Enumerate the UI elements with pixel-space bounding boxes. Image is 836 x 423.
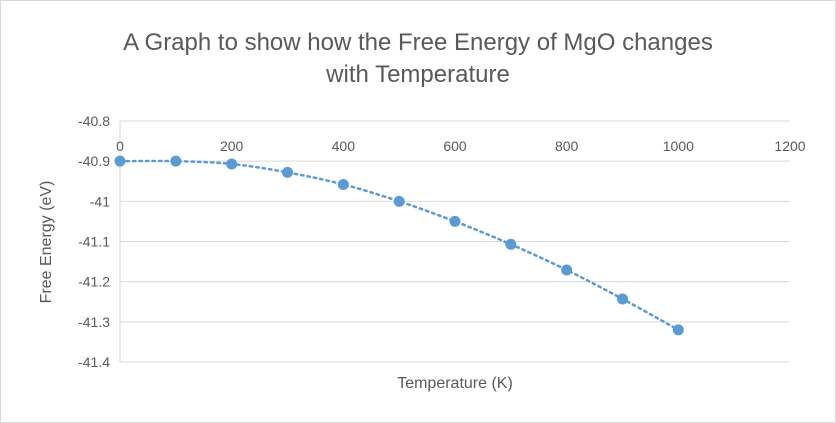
data-point: [449, 215, 461, 227]
y-tick-label: -41.3: [78, 314, 110, 330]
x-tick-label: 600: [443, 138, 467, 154]
data-point: [226, 158, 238, 170]
y-tick-label: -41.2: [78, 274, 110, 290]
y-tick-label: -40.8: [78, 113, 110, 129]
chart-title: A Graph to show how the Free Energy of M…: [0, 27, 836, 91]
data-point: [561, 264, 573, 276]
data-point: [170, 155, 182, 167]
x-tick-label: 1000: [663, 138, 694, 154]
data-point: [337, 178, 349, 190]
data-point: [672, 324, 684, 336]
data-point: [114, 155, 126, 167]
y-tick-label: -41.1: [78, 234, 110, 250]
x-tick-label: 200: [220, 138, 244, 154]
x-tick-label: 1200: [774, 138, 805, 154]
x-tick-label: 400: [332, 138, 356, 154]
data-point: [393, 195, 405, 207]
title-line-2: with Temperature: [326, 61, 510, 88]
data-point: [505, 238, 517, 250]
y-tick-label: -41: [90, 193, 110, 209]
trendline: [118, 159, 680, 332]
title-line-1: A Graph to show how the Free Energy of M…: [123, 29, 713, 56]
y-axis-label: Free Energy (eV): [38, 181, 55, 304]
data-point: [617, 293, 628, 305]
x-axis-label: Temperature (K): [397, 375, 513, 392]
data-point: [282, 166, 293, 178]
x-tick-label: 0: [116, 138, 124, 154]
y-tick-label: -40.9: [78, 153, 110, 169]
x-tick-label: 800: [555, 138, 579, 154]
y-tick-label: -41.4: [78, 354, 110, 370]
